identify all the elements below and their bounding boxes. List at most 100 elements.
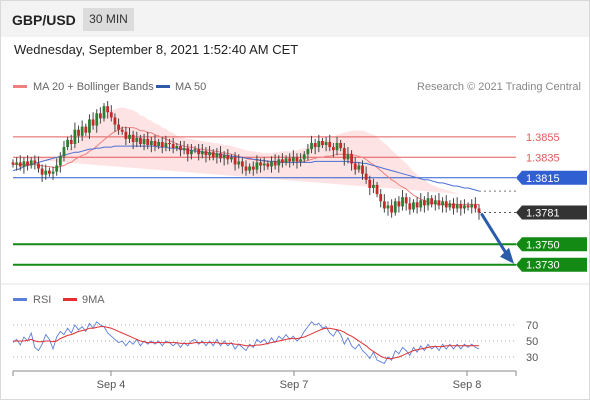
candle-body [146, 138, 150, 146]
level-tag-label: 1.3815 [526, 173, 560, 185]
candle-body [386, 205, 390, 209]
candle-body [88, 119, 91, 133]
candle-body [157, 141, 161, 147]
candle-body [466, 205, 470, 208]
candle-body [339, 142, 343, 149]
candle-body [342, 148, 346, 160]
candle-body [437, 200, 441, 206]
datetime-label: Wednesday, September 8, 2021 1:52:40 AM … [14, 42, 299, 57]
ma20-legend-label: MA 20 + Bollinger Bands [33, 81, 154, 93]
ma50-legend-swatch [156, 85, 170, 88]
credit-label: Research © 2021 Trading Central [417, 81, 581, 93]
candle-body [459, 204, 463, 209]
candle-body [404, 197, 408, 204]
candle-body [208, 152, 211, 156]
candle-body [171, 144, 175, 149]
candle-body [299, 159, 303, 162]
candle-body [230, 157, 233, 160]
candle-body [310, 142, 313, 150]
forecast-arrow-shaft [480, 213, 509, 257]
candle-body [259, 162, 262, 166]
candle-body [331, 147, 335, 151]
candle-body [197, 149, 201, 155]
rsi-legend-label: RSI [33, 294, 51, 306]
candle-body [164, 142, 168, 148]
level-lines [13, 136, 516, 266]
level-tags: 1.3855 1.3835 1.3815 1.3781 1.3750 1.3730 [516, 132, 587, 272]
ma20-legend-swatch [13, 85, 27, 88]
candle-body [313, 142, 317, 148]
candle-body [335, 142, 339, 151]
candle-body [328, 141, 332, 148]
level-tag-bg-1.3750 [516, 237, 587, 252]
candle-body [379, 194, 383, 202]
candle-body [33, 160, 37, 164]
candle-body [302, 154, 306, 160]
candle-body [168, 142, 171, 145]
candle-body [372, 184, 375, 188]
candle-body [55, 165, 59, 172]
rsi-panel: 70 50 30 [12, 320, 538, 364]
candle-body [219, 153, 222, 159]
candle-body [353, 163, 357, 170]
rsi-tick-label: 50 [526, 336, 538, 348]
candle-body [375, 184, 379, 195]
candle-body [364, 173, 368, 180]
candle-body [444, 201, 448, 208]
candle-body [306, 149, 310, 155]
candle-body [350, 154, 353, 164]
candle-body [102, 106, 106, 119]
candle-body [382, 201, 386, 209]
chart-header: GBP/USD 30 MIN [1, 1, 589, 37]
candle-body [448, 203, 452, 208]
candle-body [11, 162, 15, 165]
forecast-arrow [480, 213, 514, 264]
candle-body [40, 168, 44, 175]
candle-body [317, 140, 321, 148]
rsi-line [12, 321, 480, 364]
candle-body [288, 158, 292, 162]
timeframe-button[interactable]: 30 MIN [83, 8, 134, 31]
x-tick-label: Sep 8 [453, 379, 482, 391]
forecast-arrow-head [500, 247, 514, 264]
candle-body [463, 205, 466, 209]
candle-body [262, 163, 266, 166]
ma50-line [12, 145, 480, 192]
level-tag-label: 1.3730 [526, 260, 560, 272]
candle-body [98, 113, 102, 119]
candle-body [295, 157, 299, 162]
candle-body [441, 201, 444, 206]
level-tag-label: 1.3781 [526, 208, 560, 220]
candle-body [415, 202, 419, 208]
candle-body [430, 198, 434, 205]
symbol-label: GBP/USD [12, 12, 76, 28]
rsi-legend-swatch [13, 298, 27, 301]
candle-body [233, 157, 237, 165]
candle-body [248, 166, 252, 171]
candle-body [182, 148, 186, 151]
candle-body [412, 202, 415, 210]
candle-body [131, 134, 135, 142]
candle-body [58, 156, 62, 166]
candle-body [324, 141, 328, 146]
candle-body [117, 124, 120, 130]
candle-body [120, 129, 124, 132]
candle-body [273, 161, 277, 166]
candle-body [240, 161, 244, 167]
candle-body [477, 208, 481, 213]
candle-body [204, 151, 208, 156]
candle-body [397, 201, 401, 207]
candle-body [222, 155, 226, 159]
candle-body [321, 140, 324, 146]
rsi-ma-line [13, 326, 479, 360]
candle-body [426, 198, 430, 206]
candle-body [69, 139, 73, 145]
level-tag-label: 1.3835 [526, 152, 560, 164]
candle-body [408, 203, 412, 210]
candle-body [135, 137, 139, 142]
candle-body [346, 154, 350, 160]
candle-body [66, 139, 70, 148]
candle-body [62, 147, 66, 157]
